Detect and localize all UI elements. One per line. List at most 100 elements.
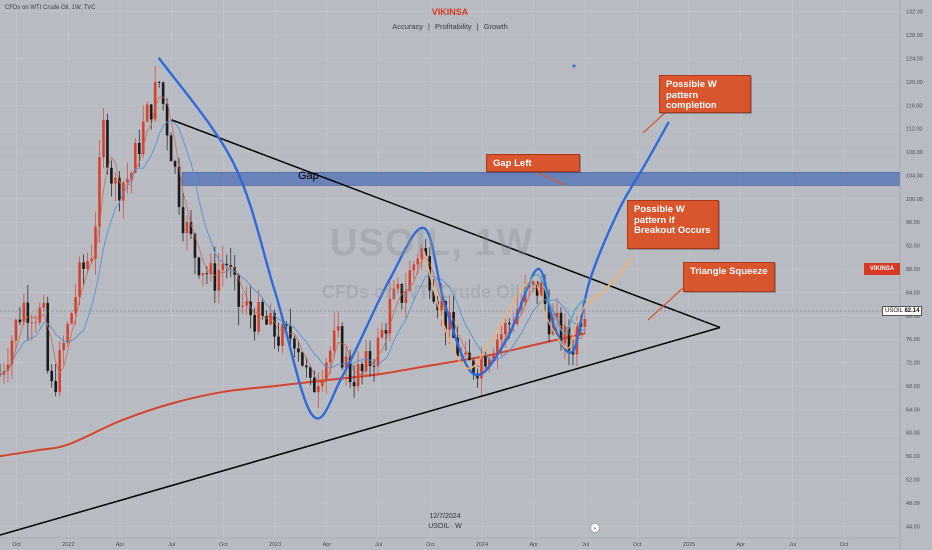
- time-tick-label: 2023: [269, 542, 281, 548]
- candle-body: [444, 300, 447, 330]
- candle-body: [384, 330, 388, 334]
- candle-body: [416, 258, 420, 265]
- price-tick-label: 92.00: [906, 244, 920, 250]
- replay-icon[interactable]: [590, 523, 600, 533]
- candle-body: [213, 263, 217, 291]
- candle-body: [424, 248, 428, 257]
- candle-body: [452, 311, 455, 338]
- tagline-item-accuracy: Accuracy: [392, 22, 424, 31]
- candle-body: [432, 290, 435, 302]
- watermark-symbol: USOIL, 1W: [330, 222, 534, 264]
- candle-body: [38, 307, 42, 323]
- time-tick-label: Apr: [323, 542, 332, 548]
- candle-body: [54, 381, 58, 392]
- candle-body: [26, 302, 30, 323]
- candle-body: [484, 356, 487, 367]
- candle-body: [126, 179, 129, 183]
- blue-dot-marker: [572, 64, 576, 68]
- candle-body: [344, 356, 348, 368]
- candle-body: [6, 364, 10, 371]
- trendline-upper: [171, 119, 721, 329]
- triangle-squeeze-callout[interactable]: Triangle Squeeze: [683, 262, 775, 292]
- time-tick-label: Jul: [582, 542, 589, 548]
- price-tick-label: 124.00: [906, 56, 923, 62]
- candle-body: [297, 348, 300, 353]
- orange-w-wave: [423, 251, 537, 370]
- w-completion-callout[interactable]: Possible W pattern completion: [659, 75, 751, 113]
- candle-body: [70, 313, 73, 324]
- trendline-lower: [0, 326, 721, 536]
- candle-body: [78, 262, 81, 298]
- candle-body: [504, 322, 507, 335]
- candle-body: [18, 319, 22, 323]
- time-axis[interactable]: Oct 2022 Apr Jul Oct 2023 Apr Jul Oct 2024 Apr Jul O…: [0, 537, 900, 548]
- candle-body: [122, 182, 125, 201]
- candle-body: [281, 324, 284, 346]
- candle-body: [245, 301, 248, 306]
- candle-body: [90, 258, 93, 261]
- candle-body: [301, 352, 304, 366]
- price-tick-label: 96.00: [906, 220, 920, 226]
- candle-body: [34, 322, 38, 324]
- price-tick-label: 76.00: [906, 337, 920, 343]
- breakout-projection-line: [584, 256, 634, 305]
- footer-symbol: USOIL · W: [428, 523, 462, 530]
- candle-body: [185, 221, 189, 234]
- price-tick-label: 52.00: [906, 478, 920, 484]
- tagline: Accuracy | Profitability | Growth: [392, 22, 508, 31]
- price-tick-label: 116.00: [906, 103, 922, 109]
- candle-body: [161, 82, 165, 104]
- price-tick-label: 72.00: [906, 361, 920, 367]
- candle-body: [205, 273, 209, 275]
- candle-body: [317, 386, 320, 393]
- price-axis[interactable]: 44.00 48.00 52.00 56.00 60.00 64.00 68.00 72.00…: [899, 0, 932, 550]
- candle-body: [229, 265, 233, 268]
- candle-body: [380, 330, 384, 338]
- candle-body: [221, 263, 225, 270]
- gap-label: Gap: [298, 170, 319, 182]
- candle-body: [507, 322, 511, 325]
- candle-body: [261, 301, 264, 317]
- current-price-tag: USOIL 82.14: [882, 306, 923, 316]
- candle-body: [468, 352, 471, 361]
- price-tick-label: 60.00: [906, 431, 920, 437]
- candle-body: [193, 233, 197, 258]
- candle-body: [289, 325, 292, 339]
- candle-body: [313, 377, 316, 393]
- candle-body: [225, 263, 229, 266]
- price-tick-label: 100.00: [906, 197, 923, 203]
- candle-body: [22, 302, 26, 323]
- price-axis-bg: [900, 0, 932, 550]
- candle-body: [567, 326, 571, 351]
- brand-tag: VIKINSA: [864, 263, 900, 275]
- price-tick-label: 68.00: [906, 384, 920, 390]
- candle-body: [114, 177, 117, 184]
- candle-body: [157, 81, 161, 83]
- time-tick-label: Oct: [633, 542, 642, 548]
- candle-body: [492, 354, 495, 359]
- candle-body: [555, 312, 559, 318]
- w-breakout-callout[interactable]: Possible W pattern if Breakout Occurs: [627, 200, 719, 249]
- candle-body: [269, 312, 272, 325]
- triangle-pointer: [647, 287, 684, 321]
- candle-body: [201, 273, 205, 276]
- candle-body: [412, 264, 416, 271]
- candle-body: [149, 104, 153, 120]
- candle-body: [62, 342, 65, 351]
- price-tick-label: 48.00: [906, 501, 920, 507]
- gap-left-callout[interactable]: Gap Left: [486, 154, 580, 172]
- candle-body: [539, 282, 543, 296]
- time-tick-label: Oct: [12, 542, 21, 548]
- candle-body: [58, 350, 61, 392]
- price-tag-value: 82.14: [904, 308, 920, 314]
- candle-body: [440, 300, 443, 310]
- price-tick-label: 44.00: [906, 524, 920, 530]
- candle-body: [372, 365, 376, 367]
- candle-body: [98, 157, 101, 227]
- candle-body: [30, 322, 34, 324]
- candle-body: [392, 288, 396, 299]
- candle-body: [404, 291, 408, 303]
- candle-body: [169, 135, 173, 162]
- candle-body: [106, 119, 109, 168]
